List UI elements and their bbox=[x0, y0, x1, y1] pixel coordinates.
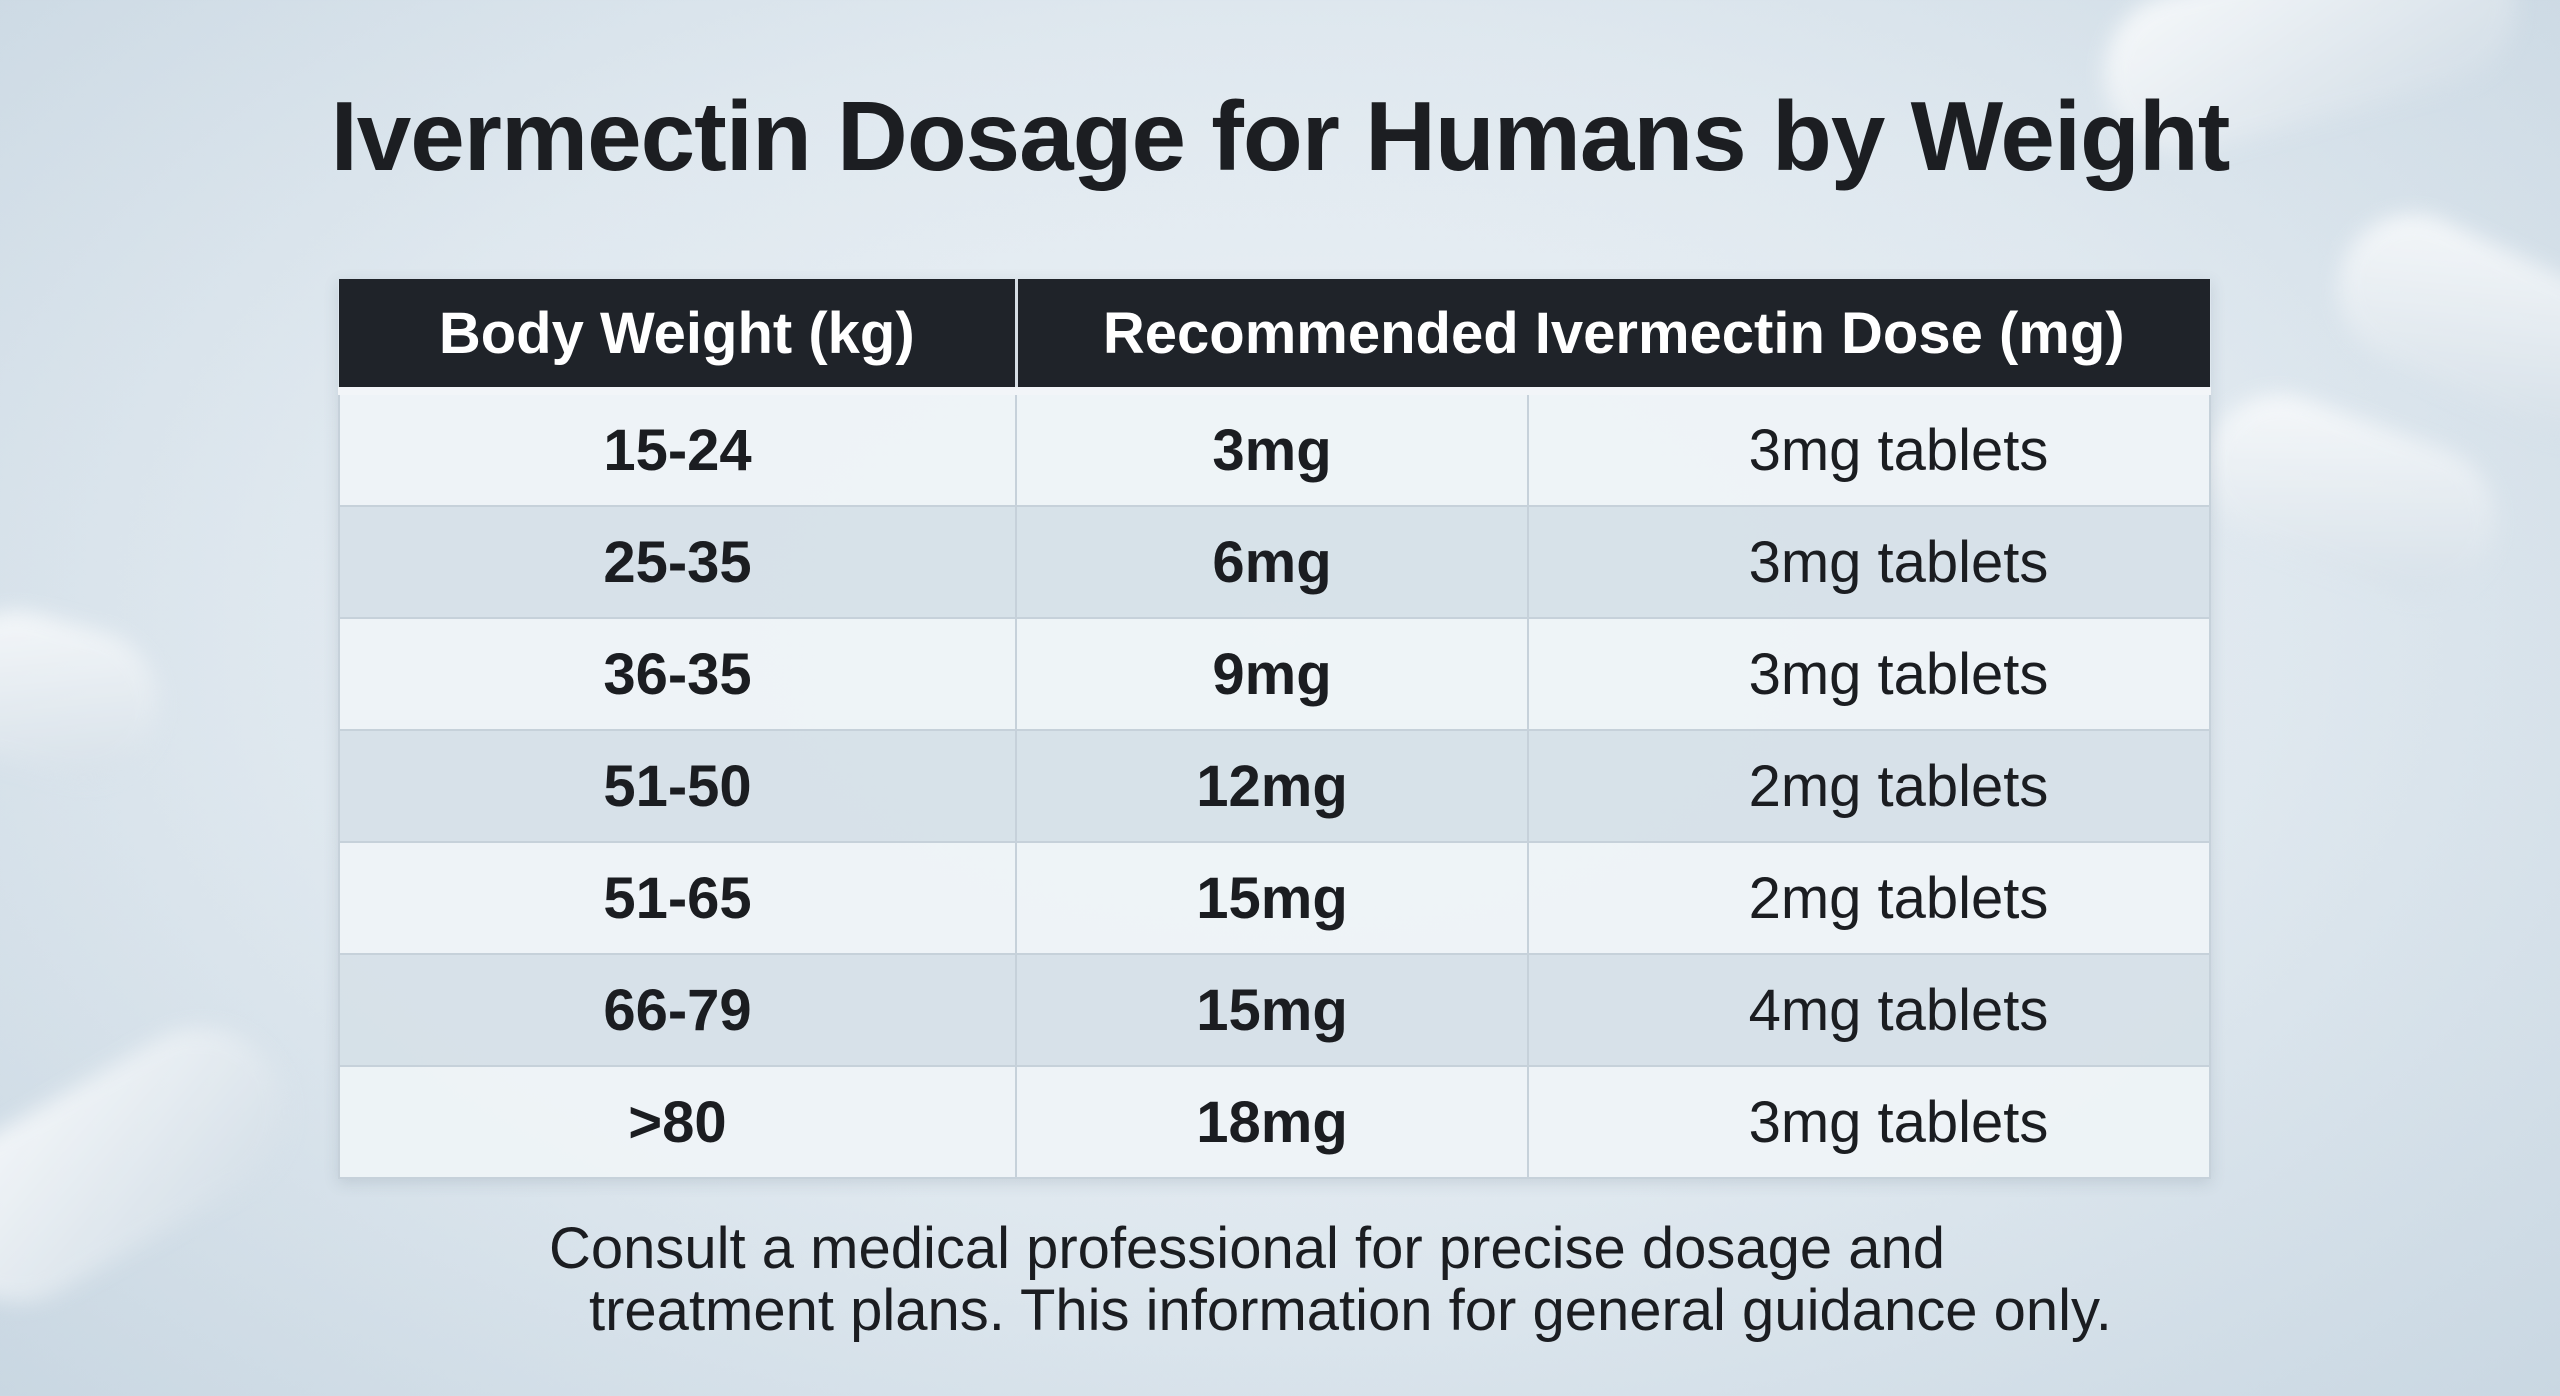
cell-tablets: 2mg tablets bbox=[1527, 729, 2211, 843]
cell-tablets: 3mg tablets bbox=[1527, 390, 2211, 507]
cell-dose: 15mg bbox=[1015, 953, 1529, 1067]
table-row: 36-35 9mg 3mg tablets bbox=[338, 617, 2211, 731]
pill-decoration bbox=[0, 996, 318, 1334]
disclaimer-line-2: treatment plans. This information for ge… bbox=[589, 1278, 2112, 1343]
table-row: 51-65 15mg 2mg tablets bbox=[338, 841, 2211, 955]
table-row: 66-79 15mg 4mg tablets bbox=[338, 953, 2211, 1067]
dosage-table: Body Weight (kg) Recommended Ivermectin … bbox=[338, 279, 2211, 1179]
pill-decoration bbox=[0, 594, 176, 796]
cell-dose: 15mg bbox=[1015, 841, 1529, 955]
cell-dose: 18mg bbox=[1015, 1065, 1529, 1179]
cell-weight: 66-79 bbox=[338, 953, 1017, 1067]
cell-tablets: 3mg tablets bbox=[1527, 617, 2211, 731]
cell-dose: 9mg bbox=[1015, 617, 1529, 731]
cell-tablets: 3mg tablets bbox=[1527, 1065, 2211, 1179]
table-header-row: Body Weight (kg) Recommended Ivermectin … bbox=[339, 279, 2210, 395]
cell-weight: 25-35 bbox=[338, 505, 1017, 619]
disclaimer: Consult a medical professional for preci… bbox=[549, 1218, 2112, 1342]
table-row: 51-50 12mg 2mg tablets bbox=[338, 729, 2211, 843]
cell-weight: >80 bbox=[338, 1065, 1017, 1179]
cell-tablets: 4mg tablets bbox=[1527, 953, 2211, 1067]
table-row: 15-24 3mg 3mg tablets bbox=[338, 390, 2211, 507]
header-recommended-dose: Recommended Ivermectin Dose (mg) bbox=[1016, 279, 2210, 395]
cell-weight: 15-24 bbox=[338, 390, 1017, 507]
cell-weight: 51-65 bbox=[338, 841, 1017, 955]
pill-decoration bbox=[2183, 373, 2517, 617]
cell-weight: 51-50 bbox=[338, 729, 1017, 843]
header-body-weight: Body Weight (kg) bbox=[339, 279, 1018, 395]
cell-dose: 12mg bbox=[1015, 729, 1529, 843]
disclaimer-line-1: Consult a medical professional for preci… bbox=[549, 1216, 1946, 1281]
table-row: >80 18mg 3mg tablets bbox=[338, 1065, 2211, 1179]
cell-tablets: 3mg tablets bbox=[1527, 505, 2211, 619]
cell-dose: 3mg bbox=[1015, 390, 1529, 507]
cell-weight: 36-35 bbox=[338, 617, 1017, 731]
page-title: Ivermectin Dosage for Humans by Weight bbox=[330, 81, 2231, 191]
cell-dose: 6mg bbox=[1015, 505, 1529, 619]
table-row: 25-35 6mg 3mg tablets bbox=[338, 505, 2211, 619]
cell-tablets: 2mg tablets bbox=[1527, 841, 2211, 955]
